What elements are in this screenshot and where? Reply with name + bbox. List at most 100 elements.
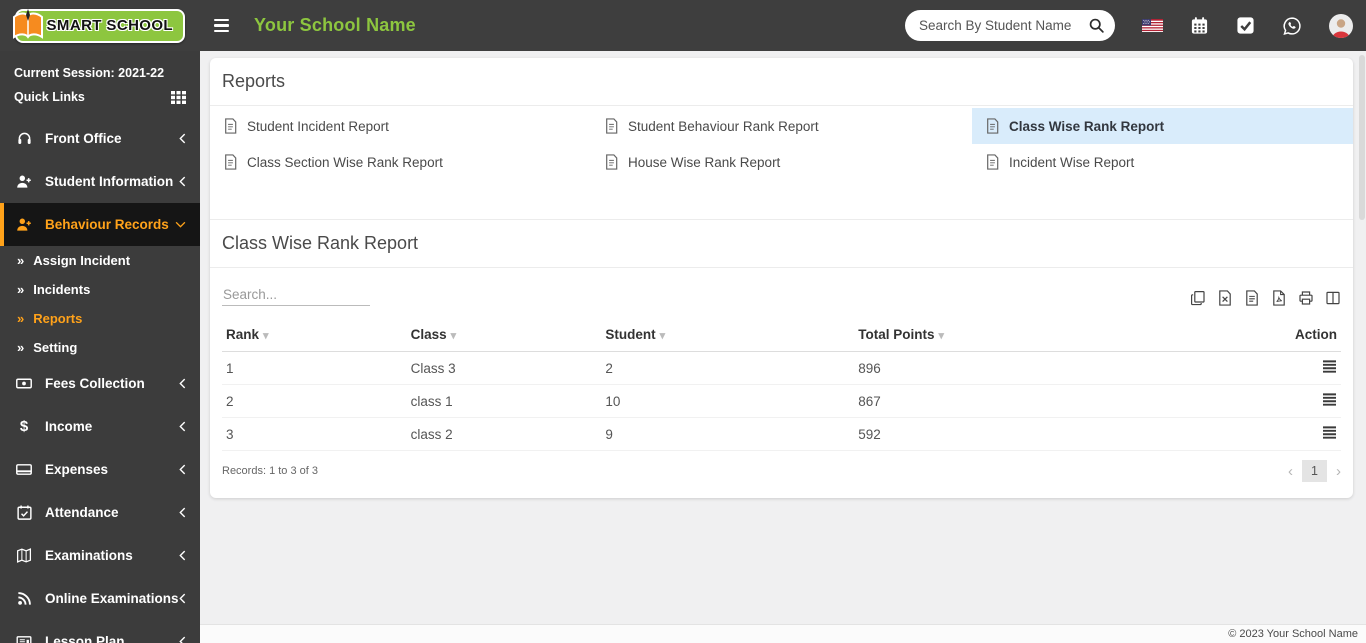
money-bill-icon	[14, 375, 34, 392]
sidebar-item-fees-collection[interactable]: Fees Collection	[0, 362, 200, 405]
student-search-box[interactable]	[905, 10, 1115, 41]
row-action-menu-icon[interactable]	[1322, 360, 1337, 373]
quick-links-grid-icon[interactable]	[171, 90, 186, 104]
row-action-menu-icon[interactable]	[1322, 393, 1337, 406]
chevron-left-icon	[179, 176, 186, 187]
chevron-left-icon	[179, 593, 186, 604]
sort-arrow-icon: ▾	[263, 330, 269, 342]
sort-arrow-icon: ▾	[659, 330, 666, 342]
double-angle-right-icon: »	[17, 253, 25, 268]
chevron-left-icon	[179, 550, 186, 561]
sidebar-item-front-office[interactable]: Front Office	[0, 117, 200, 160]
table-search-input[interactable]	[222, 284, 370, 306]
double-angle-right-icon: »	[17, 311, 25, 326]
cell-rank: 1	[222, 351, 407, 385]
sidebar-item-online-examinations[interactable]: Online Examinations	[0, 577, 200, 620]
chevron-left-icon	[179, 636, 186, 643]
next-page-icon[interactable]: ›	[1336, 462, 1341, 480]
language-flag-icon[interactable]	[1142, 19, 1163, 32]
cell-total-points: 867	[854, 384, 1269, 418]
submenu-item-incidents[interactable]: » Incidents	[17, 282, 91, 297]
link-student-behaviour-rank-report[interactable]: Student Behaviour Rank Report	[591, 108, 972, 144]
double-angle-right-icon: »	[17, 282, 25, 297]
tasks-check-icon[interactable]	[1236, 16, 1255, 35]
file-document-icon	[224, 154, 237, 170]
calendar-check-icon	[14, 504, 34, 521]
page-number-button[interactable]: 1	[1302, 460, 1327, 482]
scrollbar-thumb[interactable]	[1359, 55, 1365, 220]
link-house-wise-rank-report[interactable]: House Wise Rank Report	[591, 144, 972, 180]
cell-class: class 2	[406, 417, 602, 451]
sidebar-item-expenses[interactable]: Expenses	[0, 448, 200, 491]
link-incident-wise-report[interactable]: Incident Wise Report	[972, 144, 1353, 180]
search-icon[interactable]	[1088, 17, 1105, 34]
sort-arrow-icon: ▾	[450, 330, 457, 342]
rss-icon	[14, 590, 34, 607]
sidebar-item-lesson-plan[interactable]: Lesson Plan	[0, 620, 200, 643]
headset-icon	[14, 130, 34, 147]
user-avatar[interactable]	[1329, 13, 1353, 38]
brand-logo[interactable]: SMART SCHOOL	[0, 0, 200, 51]
previous-page-icon[interactable]: ‹	[1288, 462, 1294, 480]
quick-links-label[interactable]: Quick Links	[14, 90, 85, 104]
cell-student: 10	[601, 384, 855, 418]
credit-card-icon	[14, 461, 34, 478]
column-header-rank[interactable]: Rank ▾	[222, 318, 407, 352]
submenu-item-reports[interactable]: » Reports	[17, 311, 83, 326]
sidebar-item-income[interactable]: $ Income	[0, 405, 200, 448]
cell-rank: 2	[222, 384, 407, 418]
file-document-icon	[605, 154, 618, 170]
column-header-student[interactable]: Student ▾	[601, 318, 855, 352]
table-row: 1 Class 3 2 896	[222, 351, 1341, 385]
column-header-class[interactable]: Class ▾	[406, 318, 602, 352]
user-plus-icon	[14, 173, 34, 190]
pagination: ‹ 1 ›	[1288, 460, 1341, 482]
link-class-wise-rank-report[interactable]: Class Wise Rank Report	[972, 108, 1353, 144]
cell-class: Class 3	[406, 351, 602, 385]
table-header-row: Rank ▾ Class ▾ Student ▾ Total Points ▾ Acti…	[222, 318, 1341, 352]
top-header: SMART SCHOOL Your School Name	[0, 0, 1366, 51]
column-header-total-points[interactable]: Total Points ▾	[854, 318, 1269, 352]
whatsapp-chat-icon[interactable]	[1282, 16, 1302, 36]
vertical-scrollbar[interactable]	[1358, 51, 1366, 624]
class-rank-table: Rank ▾ Class ▾ Student ▾ Total Points ▾ Acti…	[222, 318, 1341, 451]
sidebar-item-student-information[interactable]: Student Information	[0, 160, 200, 203]
copy-icon[interactable]	[1190, 290, 1206, 306]
chevron-left-icon	[179, 507, 186, 518]
chevron-left-icon	[179, 464, 186, 475]
table-export-toolbar	[1190, 290, 1341, 306]
chevron-left-icon	[179, 378, 186, 389]
file-document-icon	[986, 154, 999, 170]
double-angle-right-icon: »	[17, 340, 25, 355]
topbar-right-icons	[905, 10, 1366, 41]
export-csv-icon[interactable]	[1244, 290, 1260, 306]
sidebar-item-examinations[interactable]: Examinations	[0, 534, 200, 577]
sidebar-item-behaviour-records[interactable]: Behaviour Records	[0, 203, 200, 246]
current-session-label: Current Session: 2021-22	[14, 66, 165, 80]
chevron-left-icon	[179, 421, 186, 432]
user-plus-icon	[14, 216, 34, 233]
calendar-icon[interactable]	[1190, 16, 1209, 35]
link-student-incident-report[interactable]: Student Incident Report	[210, 108, 591, 144]
submenu-item-setting[interactable]: » Setting	[17, 340, 78, 355]
dollar-icon: $	[19, 418, 29, 435]
sidebar-item-attendance[interactable]: Attendance	[0, 491, 200, 534]
cell-total-points: 896	[854, 351, 1269, 385]
student-search-input[interactable]	[919, 18, 1088, 33]
sidebar-toggle-hamburger-icon[interactable]	[214, 13, 240, 39]
file-document-icon	[224, 118, 237, 134]
column-visibility-icon[interactable]	[1325, 290, 1341, 306]
table-section-title: Class Wise Rank Report	[222, 233, 419, 253]
file-document-icon	[605, 118, 618, 134]
column-header-action: Action	[1268, 318, 1341, 352]
export-pdf-icon[interactable]	[1271, 290, 1287, 306]
link-class-section-wise-rank-report[interactable]: Class Section Wise Rank Report	[210, 144, 591, 180]
reports-card: Reports Student Incident Report Student …	[210, 58, 1353, 498]
row-action-menu-icon[interactable]	[1322, 426, 1337, 439]
print-icon[interactable]	[1298, 290, 1314, 306]
export-excel-icon[interactable]	[1217, 290, 1233, 306]
cell-student: 9	[601, 417, 855, 451]
submenu-item-assign-incident[interactable]: » Assign Incident	[17, 253, 131, 268]
table-row: 2 class 1 10 867	[222, 384, 1341, 418]
newspaper-icon	[14, 633, 34, 643]
